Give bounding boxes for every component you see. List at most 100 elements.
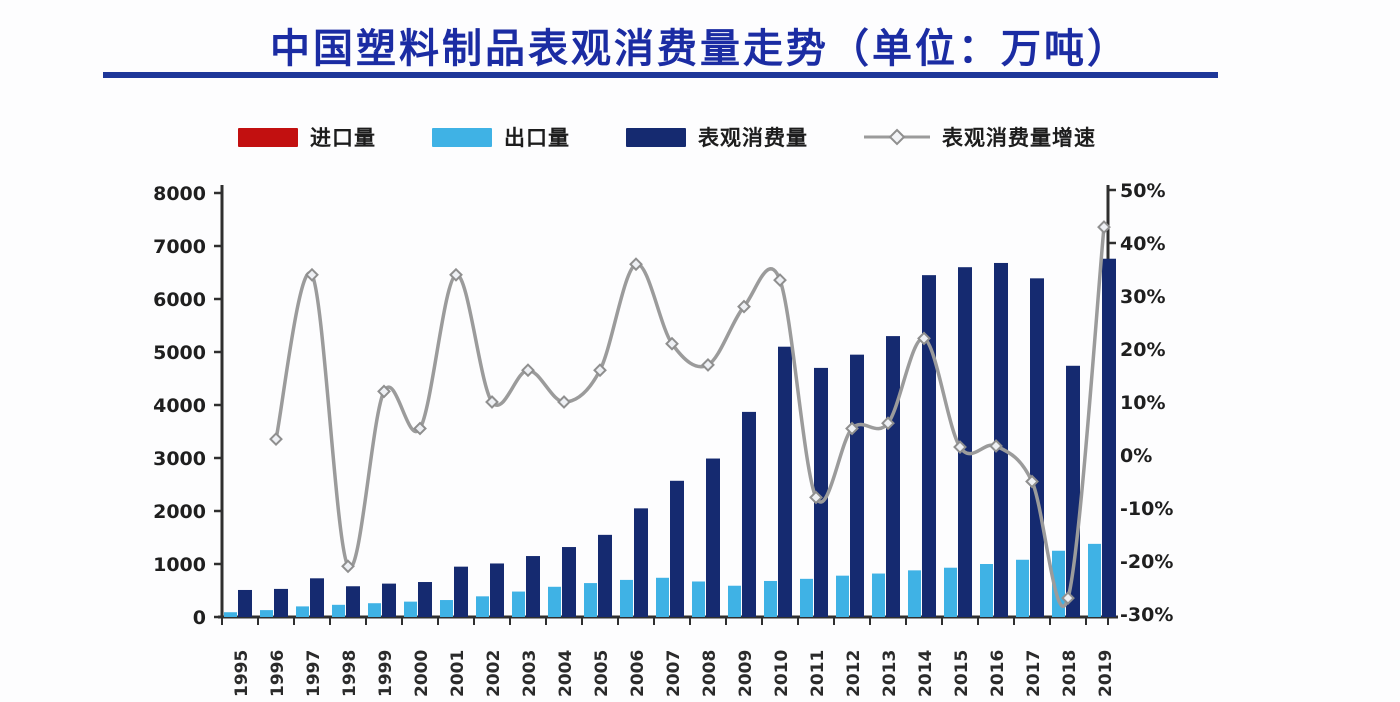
- x-axis-year-label: 2018: [1060, 650, 1080, 697]
- bar-exports-2015: [944, 567, 957, 617]
- growth-marker-2013: [881, 416, 895, 431]
- x-axis-year-label: 2004: [556, 650, 576, 697]
- growth-marker-2015: [953, 440, 967, 454]
- growth-marker-2016: [989, 439, 1003, 453]
- right-axis-tick-label: 20%: [1120, 339, 1165, 361]
- bar-exports-1997: [296, 606, 309, 617]
- bar-consumption-2005: [598, 534, 612, 617]
- right-axis-tick-label: 0%: [1120, 445, 1152, 467]
- growth-marker-2012: [845, 421, 859, 436]
- bar-consumption-1998: [346, 586, 360, 617]
- growth-label: 表观消费量增速: [942, 126, 1096, 150]
- growth-marker-2008: [701, 357, 715, 372]
- bar-consumption-1995: [238, 589, 252, 617]
- x-axis-year-label: 1998: [340, 650, 360, 697]
- bar-consumption-2001: [454, 566, 468, 617]
- x-axis-year-label: 2014: [916, 650, 936, 697]
- left-axis-tick-label: 0: [193, 607, 206, 629]
- bar-exports-2010: [764, 580, 777, 617]
- growth-line: [274, 225, 1106, 609]
- x-axis-year-label: 2011: [808, 650, 828, 697]
- imports-label: 进口量: [310, 126, 376, 150]
- bar-consumption-1997: [310, 578, 324, 617]
- bar-consumption-2019: [1102, 258, 1116, 617]
- growth-marker-2000: [413, 421, 427, 436]
- growth-marker-2003: [521, 363, 535, 378]
- right-axis-tick-label: -10%: [1120, 498, 1173, 520]
- left-axis-tick-label: 6000: [153, 289, 206, 311]
- bar-consumption-2016: [994, 262, 1008, 617]
- bar-consumption-1999: [382, 583, 396, 617]
- bar-consumption-1996: [274, 588, 288, 617]
- x-axis-year-label: 1997: [304, 650, 324, 697]
- x-axis-year-label: 2016: [988, 650, 1008, 697]
- consumption-label: 表观消费量: [698, 126, 808, 150]
- exports-swatch-icon: [432, 127, 492, 147]
- growth-marker-2007: [665, 336, 679, 351]
- bar-consumption-2010: [778, 346, 792, 617]
- bar-exports-2016: [980, 564, 993, 617]
- bar-consumption-2009: [742, 411, 756, 617]
- bar-exports-2019: [1088, 543, 1101, 617]
- bar-exports-2007: [656, 577, 669, 617]
- legend-item-exports: 出口量: [432, 122, 570, 152]
- growth-marker-2014: [917, 331, 931, 346]
- x-axis-year-label: 2019: [1096, 650, 1116, 697]
- bar-exports-2012: [836, 575, 849, 617]
- growth-marker-1996: [269, 432, 283, 447]
- right-axis-tick-label: 50%: [1120, 180, 1165, 202]
- legend-item-growth: 表观消费量增速: [864, 122, 1096, 152]
- x-axis-year-label: 2009: [736, 650, 756, 697]
- growth-marker-2006: [629, 257, 643, 272]
- exports-label: 出口量: [504, 126, 570, 150]
- x-axis-year-label: 2003: [520, 650, 540, 697]
- x-axis-year-label: 1996: [268, 650, 288, 697]
- growth-marker-2017: [1025, 474, 1039, 489]
- legend-item-consumption: 表观消费量: [626, 122, 808, 152]
- x-axis-year-label: 2012: [844, 650, 864, 697]
- left-axis-tick-label: 3000: [153, 448, 206, 470]
- bar-exports-2011: [800, 578, 813, 617]
- bar-consumption-2017: [1030, 278, 1044, 617]
- x-axis-year-label: 2017: [1024, 650, 1044, 697]
- left-axis-tick-label: 4000: [153, 395, 206, 417]
- bar-consumption-2011: [814, 367, 828, 617]
- bar-exports-2013: [872, 573, 885, 617]
- x-axis-year-label: 2001: [448, 650, 468, 697]
- x-axis-year-label: 1995: [232, 650, 252, 697]
- bar-consumption-2002: [490, 563, 504, 617]
- growth-marker-1997: [305, 267, 319, 282]
- consumption-swatch-icon: [626, 127, 686, 147]
- x-axis-year-label: 2008: [700, 650, 720, 697]
- bar-exports-2002: [476, 596, 489, 617]
- x-axis-year-label: 2010: [772, 650, 792, 697]
- x-axis-year-label: 2000: [412, 650, 432, 697]
- growth-line-swatch-icon: [864, 126, 930, 148]
- bar-exports-2001: [440, 600, 453, 617]
- right-axis-tick-label: 30%: [1120, 286, 1165, 308]
- bar-exports-1999: [368, 603, 381, 617]
- right-axis-tick-label: -30%: [1120, 604, 1173, 626]
- bar-exports-2008: [692, 581, 705, 617]
- growth-marker-1998: [341, 559, 355, 574]
- growth-marker-2019: [1097, 220, 1111, 235]
- imports-swatch-icon: [238, 127, 298, 147]
- growth-marker-2009: [737, 299, 751, 314]
- bar-consumption-2015: [958, 267, 972, 617]
- left-axis-tick-label: 2000: [153, 501, 206, 523]
- x-axis-year-label: 2002: [484, 650, 504, 697]
- bar-consumption-2004: [562, 547, 576, 617]
- bar-exports-2009: [728, 585, 741, 617]
- left-axis-tick-label: 5000: [153, 342, 206, 364]
- bar-consumption-2008: [706, 458, 720, 617]
- bar-exports-2014: [908, 570, 921, 617]
- bar-consumption-2003: [526, 556, 540, 617]
- chart-title: 中国塑料制品表观消费量走势（单位：万吨）: [270, 26, 1130, 72]
- bar-exports-2006: [620, 579, 633, 617]
- x-axis-year-label: 2005: [592, 650, 612, 697]
- growth-marker-2001: [449, 267, 463, 282]
- growth-marker-2004: [557, 395, 571, 409]
- x-axis-year-label: 2013: [880, 650, 900, 697]
